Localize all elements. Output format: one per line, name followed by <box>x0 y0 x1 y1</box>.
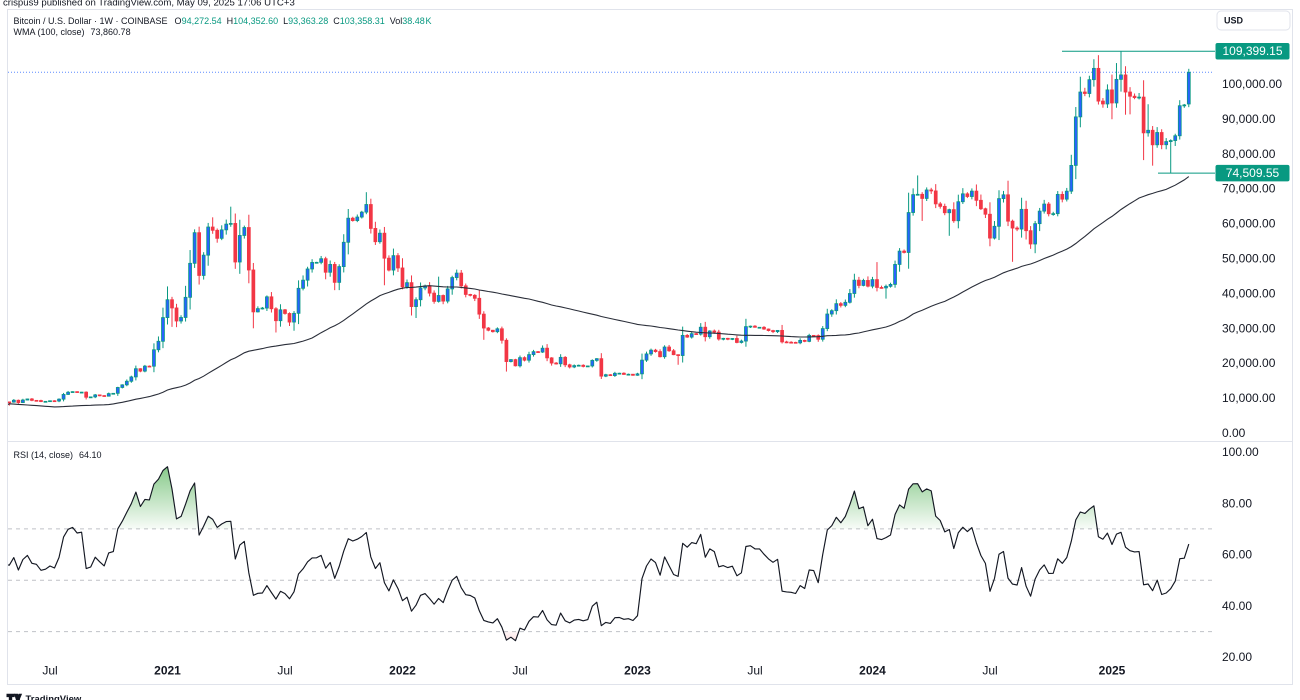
svg-text:60.00: 60.00 <box>1222 548 1252 562</box>
svg-text:80.00: 80.00 <box>1222 496 1252 510</box>
svg-text:60,000.00: 60,000.00 <box>1222 217 1276 231</box>
svg-text:40,000.00: 40,000.00 <box>1222 286 1276 300</box>
svg-text:2024: 2024 <box>859 664 886 678</box>
svg-text:Jul: Jul <box>512 664 527 678</box>
svg-text:100.00: 100.00 <box>1222 445 1259 459</box>
svg-text:Jul: Jul <box>277 664 292 678</box>
svg-text:crispus9 published on TradingV: crispus9 published on TradingView.com, M… <box>3 0 295 9</box>
svg-text:100,000.00: 100,000.00 <box>1222 77 1282 91</box>
svg-text:40.00: 40.00 <box>1222 599 1252 613</box>
svg-text:74,509.55: 74,509.55 <box>1226 166 1280 180</box>
svg-text:TradingView: TradingView <box>26 694 82 700</box>
svg-text:Jul: Jul <box>982 664 997 678</box>
svg-text:WMA (100, close)73,860.78: WMA (100, close) 73,860.78 <box>14 27 131 37</box>
svg-text:Jul: Jul <box>42 664 57 678</box>
svg-text:2022: 2022 <box>389 664 416 678</box>
svg-text:2021: 2021 <box>154 664 181 678</box>
svg-text:2025: 2025 <box>1099 664 1126 678</box>
svg-text:10,000.00: 10,000.00 <box>1222 391 1276 405</box>
svg-text:Jul: Jul <box>747 664 762 678</box>
svg-text:80,000.00: 80,000.00 <box>1222 147 1276 161</box>
svg-text:70,000.00: 70,000.00 <box>1222 182 1276 196</box>
svg-text:20.00: 20.00 <box>1222 650 1252 664</box>
svg-text:109,399.15: 109,399.15 <box>1222 44 1282 58</box>
svg-text:USD: USD <box>1224 16 1244 26</box>
svg-text:RSI (14, close)64.10: RSI (14, close) 64.10 <box>14 450 102 460</box>
svg-text:0.00: 0.00 <box>1222 426 1246 440</box>
svg-text:30,000.00: 30,000.00 <box>1222 321 1276 335</box>
svg-text:2023: 2023 <box>624 664 651 678</box>
svg-text:90,000.00: 90,000.00 <box>1222 112 1276 126</box>
svg-text:20,000.00: 20,000.00 <box>1222 356 1276 370</box>
svg-text:50,000.00: 50,000.00 <box>1222 252 1276 266</box>
